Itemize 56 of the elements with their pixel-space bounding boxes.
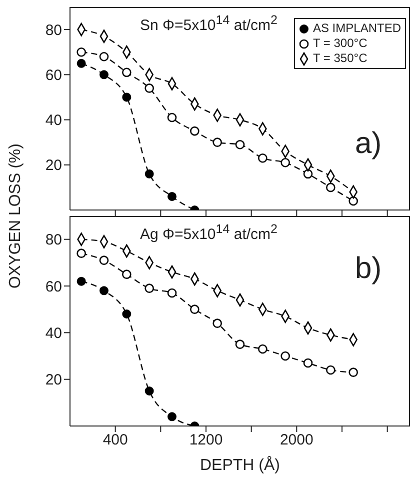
point: [190, 126, 200, 136]
point: [76, 276, 86, 286]
x-tick-label: 2000: [280, 432, 314, 449]
point: [280, 158, 290, 168]
point: [76, 248, 86, 258]
point: [168, 192, 176, 201]
point: [212, 138, 222, 147]
y-axis-title: OXYGEN LOSS (%): [7, 144, 25, 288]
point: [168, 412, 176, 422]
point: [122, 68, 132, 78]
y-tick-label: 20: [45, 372, 62, 389]
y-tick-label: 60: [45, 278, 62, 296]
y-tick-label: 40: [45, 324, 62, 342]
point: [303, 358, 313, 368]
point: [303, 169, 313, 179]
point: [212, 318, 222, 328]
y-tick-label: 60: [45, 66, 62, 84]
legend-label: T = 350°C: [312, 51, 368, 66]
point: [76, 47, 86, 57]
point: [144, 284, 154, 293]
annotation: a): [355, 127, 382, 161]
point: [280, 351, 290, 361]
point: [76, 58, 86, 68]
annotation: b): [355, 252, 382, 286]
point: [348, 196, 358, 206]
point: [144, 386, 154, 396]
point: [326, 182, 336, 192]
legend-label: AS IMPLANTED: [312, 21, 401, 36]
point: [326, 365, 336, 375]
x-tick-label: 400: [102, 432, 128, 449]
point: [144, 169, 154, 178]
point: [99, 52, 109, 62]
annotation: Sn Φ=5x10$^{14}$ at/cm$^{2}$: [140, 13, 278, 34]
point: [122, 270, 132, 279]
y-tick-label: 40: [45, 112, 62, 130]
point: [258, 344, 268, 354]
point: [167, 112, 177, 122]
point: [99, 256, 109, 265]
y-tick-label: 80: [45, 232, 62, 249]
point: [122, 310, 132, 318]
y-tick-label: 80: [45, 22, 62, 39]
point: [258, 153, 268, 163]
point: [167, 288, 177, 298]
point: [100, 286, 108, 296]
point: [235, 340, 245, 349]
x-tick-label: 1200: [189, 432, 223, 449]
x-axis-title: DEPTH (Å): [200, 456, 280, 474]
point: [190, 304, 200, 314]
point: [144, 84, 154, 93]
y-tick-label: 20: [45, 157, 62, 174]
point: [100, 70, 108, 80]
point: [122, 92, 132, 102]
legend-label: T = 300°C: [312, 36, 368, 51]
annotation: Ag Φ=5x10$^{14}$ at/cm$^{2}$: [140, 222, 278, 243]
point: [348, 368, 358, 377]
point: [235, 140, 245, 150]
